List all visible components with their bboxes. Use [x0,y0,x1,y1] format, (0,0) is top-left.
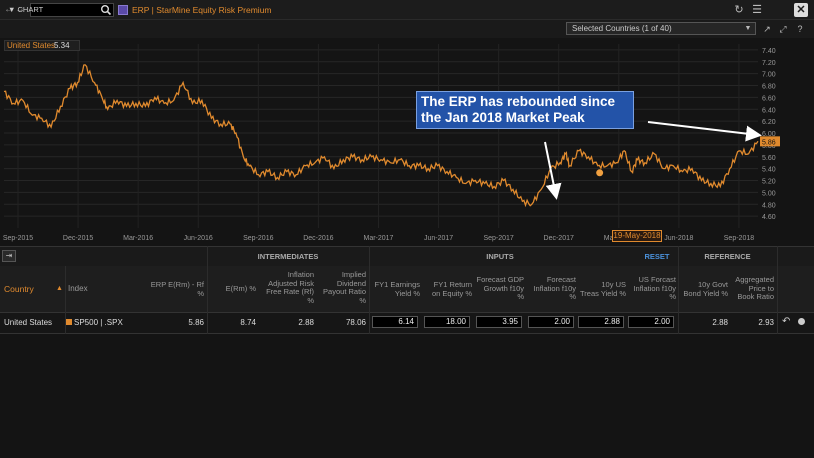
header-10y-govt[interactable]: 10y Govt Bond Yield % [683,280,728,298]
section-intermediates: INTERMEDIATES [257,252,319,261]
input-us-forecast-inflation[interactable]: 2.00 [628,316,674,328]
input-forecast-inflation[interactable]: 2.00 [528,316,574,328]
header-implied-dividend[interactable]: Implied Dividend Payout Ratio% [323,270,366,305]
country-select[interactable]: Selected Countries (1 of 40) [566,22,756,35]
header-index[interactable]: Index [68,284,88,293]
header-erm[interactable]: E(Rm) % [225,284,256,293]
section-inputs: INPUTS [486,252,514,261]
column-divider [65,266,66,334]
header-inflation-adjusted-rf[interactable]: Inflation Adjusted Risk Free Rate (Rf)% [266,270,314,305]
undo-icon[interactable]: ↶ [782,316,791,327]
column-divider [207,246,208,334]
input-fy1-roe[interactable]: 18.00 [424,316,470,328]
cell-country[interactable]: United States [4,318,53,327]
column-divider [777,246,778,334]
expand-icon[interactable]: ⤢ [779,24,787,34]
header-price-to-book[interactable]: Aggregated Price to Book Ratio [735,275,774,301]
callout-line-1: The ERP has rebounded since [421,94,616,109]
cell-implied-dividend: 78.06 [345,318,366,327]
export-icon[interactable]: ↗ [763,24,771,34]
cell-index[interactable]: SP500 | .SPX [74,318,123,327]
series-value-label: 5.34 [54,41,70,50]
input-forecast-gdp[interactable]: 3.95 [476,316,522,328]
column-divider [678,246,679,334]
callout-line-2: the Jan 2018 Market Peak [421,110,585,125]
back-forward-arrows[interactable]: ←→ [4,4,26,15]
header-forecast-inflation[interactable]: Forecast Inflation f10y% [533,275,576,301]
column-divider [369,246,370,334]
header-10y-treas[interactable]: 10y US Treas Yield % [580,280,626,298]
header-us-forecast-inflation[interactable]: US Forcast Inflation f10y% [633,275,676,301]
help-icon[interactable]: ? [797,24,803,34]
cell-erm: 8.74 [240,318,256,327]
input-10y-treas[interactable]: 2.88 [578,316,624,328]
header-erp[interactable]: ERP E(Rm) - Rf% [150,280,204,298]
app-title: ERP | StarMine Equity Risk Premium [132,5,272,15]
header-forecast-gdp[interactable]: Forecast GDP Growth f10y% [476,275,524,301]
cell-inflation-adjusted-rf: 2.88 [298,318,314,327]
series-name-label: United States [7,41,56,50]
refresh-icon[interactable]: ↻ [734,4,744,16]
chevron-down-icon[interactable]: ▼ [744,25,752,32]
section-reference: REFERENCE [704,252,751,261]
input-fy1-earnings[interactable]: 6.14 [372,316,418,328]
cell-10y-govt: 2.88 [712,318,728,327]
remove-row-icon[interactable] [798,318,805,325]
reset-button[interactable]: RESET [644,252,670,261]
expand-panel-icon[interactable]: ⇥ [2,250,16,262]
header-fy1-earnings[interactable]: FY1 Earnings Yield % [374,280,420,298]
cell-price-to-book: 2.93 [758,318,774,327]
header-fy1-roe[interactable]: FY1 Return on Equity % [431,280,472,298]
menu-icon[interactable]: ☰ [752,4,762,16]
hover-date-label: 19-May-2018 [612,230,662,242]
table-section-bar [0,246,814,266]
header-country[interactable]: Country [4,284,34,294]
title-bar [0,0,814,20]
series-color-swatch [66,319,72,325]
chart-area [0,38,814,246]
annotation-callout: The ERP has rebounded since the Jan 2018… [416,91,634,129]
search-input[interactable] [30,3,114,17]
chart-collapse-toggle[interactable]: ▼ CHART [8,5,44,14]
cell-erp: 5.86 [188,318,204,327]
search-icon[interactable] [100,4,112,16]
sort-ascending-icon[interactable]: ▲ [56,285,63,292]
series-tag [4,40,80,51]
app-logo-icon [118,5,128,15]
close-icon[interactable]: ✕ [794,3,808,17]
